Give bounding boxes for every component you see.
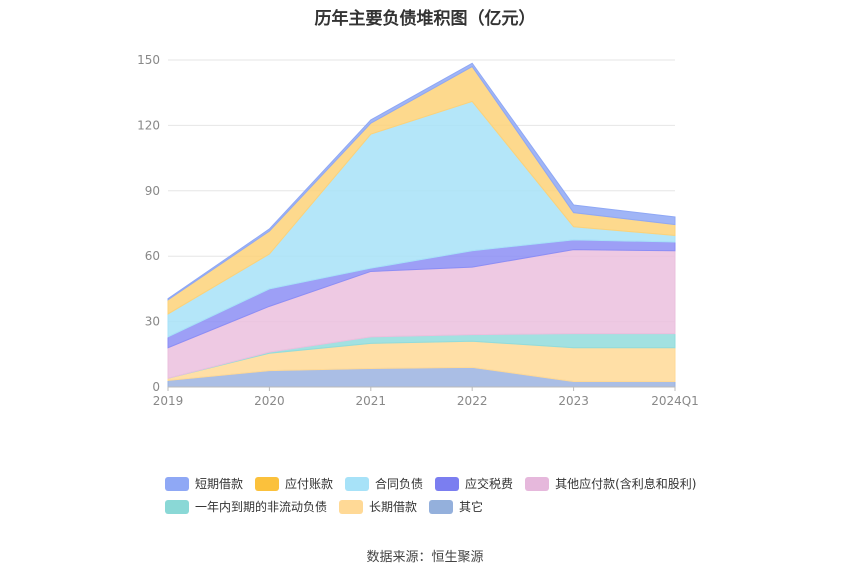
legend-item-accounts-payable[interactable]: 应付账款	[255, 475, 333, 492]
legend-label: 应付账款	[285, 477, 334, 491]
legend-label: 合同负债	[375, 477, 424, 491]
legend-swatch	[435, 476, 460, 491]
legend-item-contract-liabilities[interactable]: 合同负债	[345, 475, 423, 492]
legend-item-other-payables[interactable]: 其他应付款(含利息和股利)	[525, 475, 696, 492]
x-tick-label: 2024Q1	[651, 394, 699, 408]
legend-row-2: 一年内到期的非流动负债 长期借款 其它	[165, 495, 725, 518]
legend-label: 应交税费	[465, 477, 514, 491]
area-series	[167, 62, 676, 388]
x-tick-label: 2023	[558, 394, 589, 408]
legend: 短期借款 应付账款 合同负债 应交税费 其他应付款(含利息和股利) 一年内到期的…	[165, 472, 725, 518]
legend-label: 一年内到期的非流动负债	[195, 500, 328, 514]
x-tick-label: 2021	[356, 394, 387, 408]
x-tick-label: 2022	[457, 394, 488, 408]
legend-item-current-noncurrent-liabilities[interactable]: 一年内到期的非流动负债	[165, 498, 327, 515]
legend-item-taxes-payable[interactable]: 应交税费	[435, 475, 513, 492]
y-tick-label: 30	[145, 315, 160, 329]
legend-item-short-term-loans[interactable]: 短期借款	[165, 475, 243, 492]
y-axis: 0 30 60 90 120 150	[137, 53, 160, 394]
y-tick-label: 120	[137, 118, 160, 132]
y-tick-label: 60	[145, 249, 160, 263]
chart-title: 历年主要负债堆积图（亿元）	[314, 9, 536, 29]
legend-item-other[interactable]: 其它	[429, 498, 483, 515]
data-source: 数据来源：恒生聚源	[366, 550, 484, 565]
y-tick-label: 0	[152, 380, 160, 394]
legend-label: 其他应付款(含利息和股利)	[555, 477, 697, 491]
legend-swatch	[255, 476, 280, 491]
y-tick-label: 90	[145, 184, 160, 198]
legend-label: 短期借款	[195, 477, 244, 491]
legend-row-1: 短期借款 应付账款 合同负债 应交税费 其他应付款(含利息和股利)	[165, 472, 725, 495]
legend-swatch	[345, 476, 370, 491]
stacked-area-chart: 0 30 60 90 120 150 2019 2020 2021 2022 2023 2024Q1	[137, 53, 699, 408]
legend-label: 其它	[459, 500, 484, 514]
legend-swatch	[339, 499, 364, 514]
y-tick-label: 150	[137, 53, 160, 67]
legend-swatch	[525, 476, 550, 491]
legend-swatch	[165, 499, 189, 514]
legend-label: 长期借款	[369, 500, 418, 514]
area-短期借款	[167, 62, 676, 301]
legend-item-long-term-loans[interactable]: 长期借款	[339, 498, 417, 515]
x-axis: 2019 2020 2021 2022 2023 2024Q1	[153, 386, 699, 408]
legend-swatch	[165, 476, 189, 491]
x-tick-label: 2019	[153, 394, 184, 408]
x-tick-label: 2020	[254, 394, 285, 408]
legend-swatch	[429, 499, 454, 514]
